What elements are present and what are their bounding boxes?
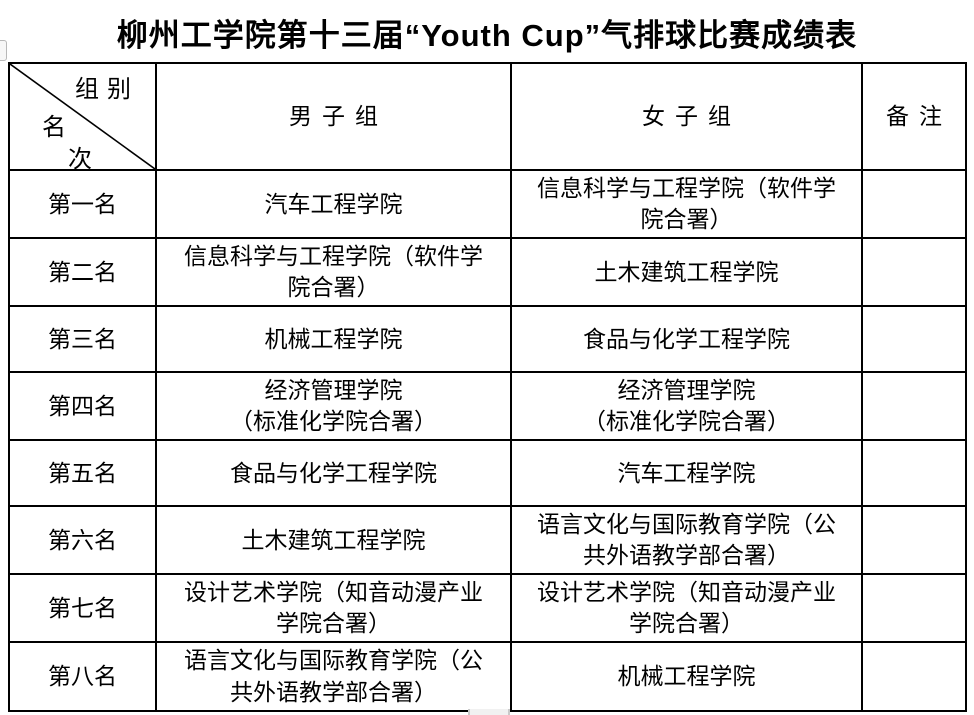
remark-cell [861, 505, 967, 576]
women-result-cell: 经济管理学院 （标准化学院合署） [510, 371, 863, 442]
women-result-cell: 汽车工程学院 [510, 439, 863, 508]
table-row: 第五名 食品与化学工程学院 汽车工程学院 [8, 439, 967, 508]
table-row: 第二名 信息科学与工程学院（软件学 院合署） 土木建筑工程学院 [8, 237, 967, 308]
remark-cell [861, 168, 967, 240]
corner-group-label: 组别 [75, 77, 139, 103]
column-header-men: 男子组 [155, 62, 512, 171]
men-result-cell: 汽车工程学院 [155, 168, 512, 240]
men-result-cell: 信息科学与工程学院（软件学 院合署） [155, 237, 512, 308]
remark-cell [861, 573, 967, 644]
men-result-cell: 语言文化与国际教育学院（公 共外语教学部合署） [155, 641, 512, 712]
men-result-cell: 机械工程学院 [155, 305, 512, 374]
rank-cell: 第八名 [8, 641, 157, 712]
men-result-cell: 食品与化学工程学院 [155, 439, 512, 508]
table-row: 第一名 汽车工程学院 信息科学与工程学院（软件学 院合署） [8, 168, 967, 240]
table-row: 第六名 土木建筑工程学院 语言文化与国际教育学院（公 共外语教学部合署） [8, 505, 967, 576]
women-result-cell: 设计艺术学院（知音动漫产业 学院合署） [510, 573, 863, 644]
women-result-cell: 土木建筑工程学院 [510, 237, 863, 308]
women-result-cell: 信息科学与工程学院（软件学 院合署） [510, 168, 863, 240]
women-result-cell: 食品与化学工程学院 [510, 305, 863, 374]
remark-cell [861, 305, 967, 374]
rank-cell: 第一名 [8, 168, 157, 240]
rank-cell: 第五名 [8, 439, 157, 508]
rank-cell: 第四名 [8, 371, 157, 442]
women-result-cell: 语言文化与国际教育学院（公 共外语教学部合署） [510, 505, 863, 576]
page-title: 柳州工学院第十三届“Youth Cup”气排球比赛成绩表 [116, 18, 858, 53]
remark-cell [861, 439, 967, 508]
rank-cell: 第六名 [8, 505, 157, 576]
column-header-women: 女子组 [510, 62, 863, 171]
remark-cell [861, 371, 967, 442]
men-result-cell: 土木建筑工程学院 [155, 505, 512, 576]
rank-cell: 第三名 [8, 305, 157, 374]
rank-cell: 第七名 [8, 573, 157, 644]
corner-rank-char-2: 次 [68, 147, 92, 170]
diagonal-divider-line [10, 64, 155, 169]
table-row: 第七名 设计艺术学院（知音动漫产业 学院合署） 设计艺术学院（知音动漫产业 学院… [8, 573, 967, 644]
men-result-cell: 经济管理学院 （标准化学院合署） [155, 371, 512, 442]
table-row: 第四名 经济管理学院 （标准化学院合署） 经济管理学院 （标准化学院合署） [8, 371, 967, 442]
results-table: 组别 名 次 男子组 女子组 备注 第一名 汽车工程学院 信息科学与工程学院（软… [8, 62, 967, 712]
column-header-remark: 备注 [861, 62, 967, 171]
table-header-row: 组别 名 次 男子组 女子组 备注 [8, 62, 967, 171]
men-result-cell: 设计艺术学院（知音动漫产业 学院合署） [155, 573, 512, 644]
horizontal-scrollbar-thumb[interactable] [468, 709, 510, 715]
table-row: 第八名 语言文化与国际教育学院（公 共外语教学部合署） 机械工程学院 [8, 641, 967, 712]
remark-cell [861, 641, 967, 712]
table-row: 第三名 机械工程学院 食品与化学工程学院 [8, 305, 967, 374]
corner-header-cell: 组别 名 次 [8, 62, 157, 171]
rank-cell: 第二名 [8, 237, 157, 308]
table-move-handle[interactable] [0, 40, 7, 61]
remark-cell [861, 237, 967, 308]
corner-rank-char-1: 名 [42, 115, 66, 141]
women-result-cell: 机械工程学院 [510, 641, 863, 712]
